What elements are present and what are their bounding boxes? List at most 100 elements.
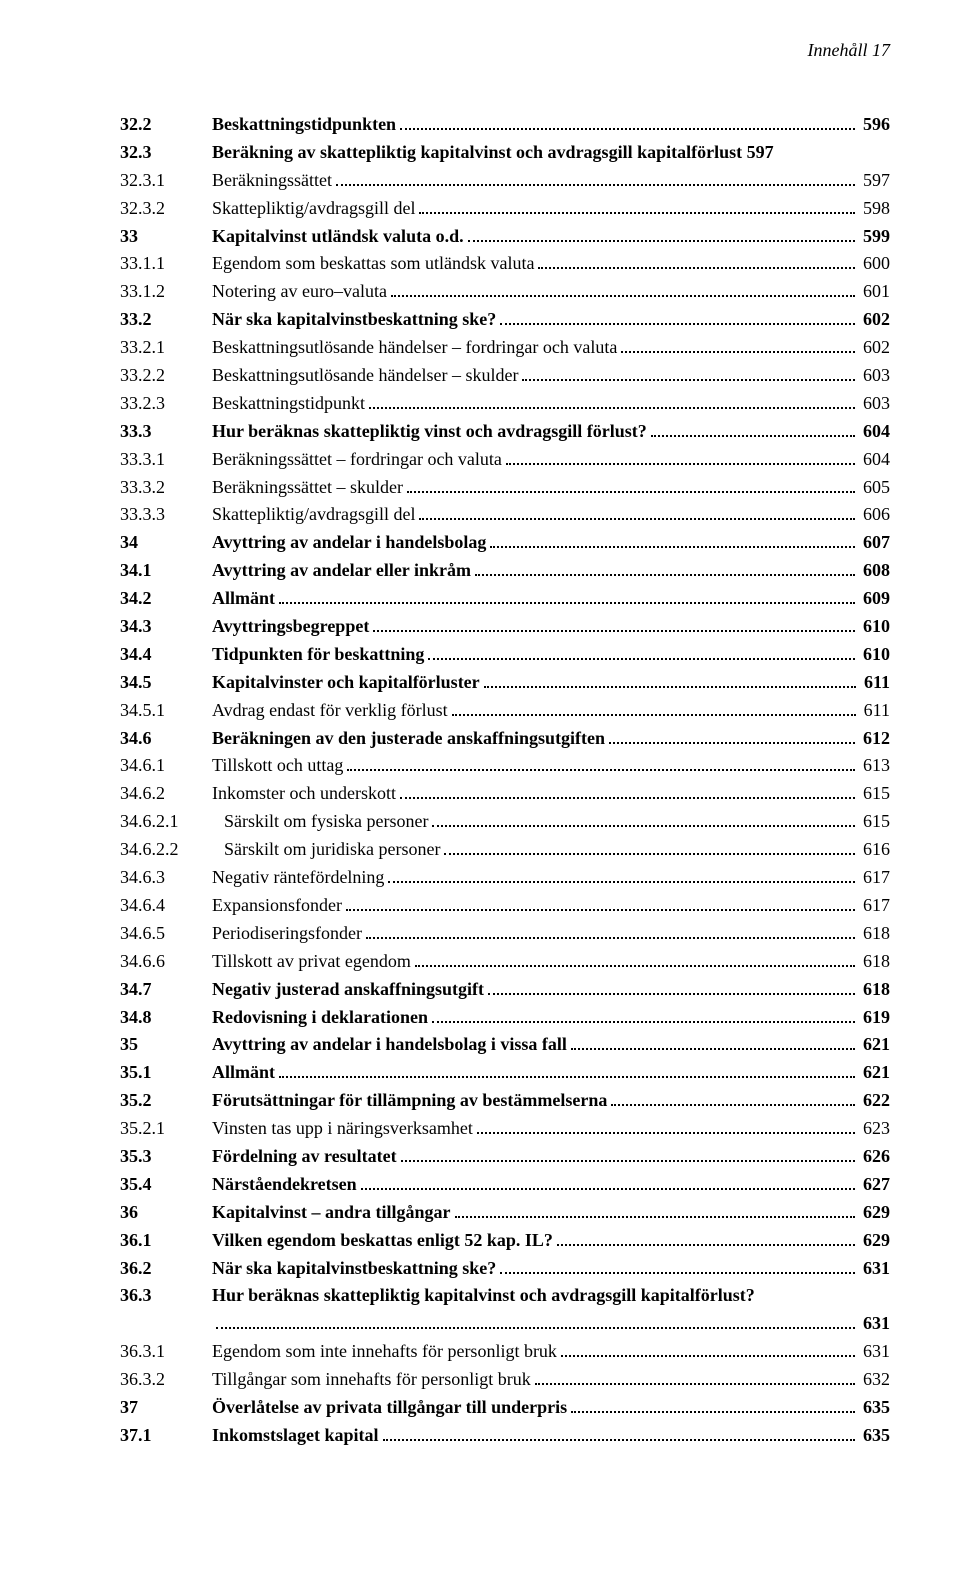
- toc-entry-title: Inkomster och underskott: [212, 780, 396, 808]
- toc-entry-page: 602: [859, 334, 890, 362]
- toc-entry-page: 613: [859, 752, 890, 780]
- toc-entry-title: Periodiseringsfonder: [212, 920, 362, 948]
- toc-entry-page: 601: [859, 278, 890, 306]
- toc-entry-number: 33: [120, 223, 212, 251]
- toc-entry: 33.2.1Beskattningsutlösande händelser – …: [120, 334, 890, 362]
- toc-entry: 32.2Beskattningstidpunkten596: [120, 111, 890, 139]
- toc-entry-page: 618: [859, 976, 890, 1004]
- toc-entry-number: 33.1.1: [120, 250, 212, 278]
- toc-entry-number: 34.6.2: [120, 780, 212, 808]
- toc-dots: [366, 937, 855, 939]
- toc-entry: 37.1Inkomstslaget kapital635: [120, 1422, 890, 1450]
- toc-entry-title: Skattepliktig/avdragsgill del: [212, 501, 415, 529]
- toc-entry-title: Egendom som beskattas som utländsk valut…: [212, 250, 534, 278]
- toc-entry-page: 623: [859, 1115, 890, 1143]
- toc-dots: [500, 323, 855, 325]
- toc-entry-page: 635: [859, 1422, 890, 1450]
- toc-entry-number: 33.3.3: [120, 501, 212, 529]
- toc-entry: 36.1Vilken egendom beskattas enligt 52 k…: [120, 1227, 890, 1255]
- toc-entry-page: 609: [859, 585, 890, 613]
- toc-entry-page: 615: [859, 808, 890, 836]
- toc-entry: 34.3Avyttringsbegreppet610: [120, 613, 890, 641]
- toc-dots: [535, 1383, 855, 1385]
- toc-entry-number: 35.1: [120, 1059, 212, 1087]
- toc-entry: 34.6.3Negativ räntefördelning617: [120, 864, 890, 892]
- toc-dots: [347, 769, 855, 771]
- toc-dots: [571, 1411, 855, 1413]
- page-container: Innehåll 17 32.2Beskattningstidpunkten59…: [0, 0, 960, 1490]
- toc-entry-page: 632: [859, 1366, 890, 1394]
- toc-entry-page: 604: [859, 418, 890, 446]
- toc-entry-page: 605: [859, 474, 890, 502]
- toc-entry-page: 617: [859, 864, 890, 892]
- toc-dots: [373, 630, 855, 632]
- toc-entry-title: Inkomstslaget kapital: [212, 1422, 379, 1450]
- toc-dots: [361, 1188, 855, 1190]
- toc-entry: 37Överlåtelse av privata tillgångar till…: [120, 1394, 890, 1422]
- toc-entry-title: Avdrag endast för verklig förlust: [212, 697, 448, 725]
- toc-entry-page: 607: [859, 529, 890, 557]
- toc-entry-number: 36.2: [120, 1255, 212, 1283]
- toc-entry: 36.3.1Egendom som inte innehafts för per…: [120, 1338, 890, 1366]
- toc-entry-number: 33.2: [120, 306, 212, 334]
- toc-entry-title: Vinsten tas upp i näringsverksamhet: [212, 1115, 473, 1143]
- toc-entry-page: 631: [859, 1338, 890, 1366]
- toc-entry-title: Hur beräknas skattepliktig kapitalvinst …: [212, 1282, 755, 1310]
- toc-dots: [401, 1160, 855, 1162]
- toc-entry-title: Avyttring av andelar i handelsbolag i vi…: [212, 1031, 567, 1059]
- toc-entry-title: Negativ justerad anskaffningsutgift: [212, 976, 484, 1004]
- toc-entry-number: 34.8: [120, 1004, 212, 1032]
- toc-entry-number: 34.6.3: [120, 864, 212, 892]
- toc-entry-number: 34.6.4: [120, 892, 212, 920]
- toc-entry-title: Beskattningstidpunkten: [212, 111, 396, 139]
- toc-entry-title: Kapitalvinst utländsk valuta o.d.: [212, 223, 464, 251]
- toc-entry-title: Särskilt om fysiska personer: [224, 808, 428, 836]
- toc-dots: [407, 491, 855, 493]
- toc-entry: 36Kapitalvinst – andra tillgångar629: [120, 1199, 890, 1227]
- toc-entry: 34Avyttring av andelar i handelsbolag607: [120, 529, 890, 557]
- toc-entry: 35.2Förutsättningar för tillämpning av b…: [120, 1087, 890, 1115]
- toc-entry-page: 631: [859, 1310, 890, 1338]
- toc-entry-page: 617: [859, 892, 890, 920]
- toc-entry-page: 629: [859, 1227, 890, 1255]
- toc-entry-number: 36.3.1: [120, 1338, 212, 1366]
- toc-entry-number: 32.3.2: [120, 195, 212, 223]
- toc-dots: [432, 825, 855, 827]
- toc-dots: [369, 407, 855, 409]
- toc-entry-number: 32.3: [120, 139, 212, 167]
- toc-entry-page: 599: [859, 223, 890, 251]
- toc-dots: [468, 240, 855, 242]
- toc-entry: 34.6.2.2Särskilt om juridiska personer61…: [120, 836, 890, 864]
- toc-entry: 34.2Allmänt609: [120, 585, 890, 613]
- toc-dots: [557, 1244, 855, 1246]
- toc-dots: [506, 463, 855, 465]
- toc-dots: [336, 184, 855, 186]
- toc-entry-number: 34.6.2.2: [120, 836, 224, 864]
- toc-entry: 34.6.4Expansionsfonder 617: [120, 892, 890, 920]
- toc-entry-number: 32.3.1: [120, 167, 212, 195]
- toc-entry-title: Kapitalvinst – andra tillgångar: [212, 1199, 451, 1227]
- toc-entry: 33.2När ska kapitalvinstbeskattning ske?…: [120, 306, 890, 334]
- toc-entry-title: Kapitalvinster och kapitalförluster: [212, 669, 480, 697]
- toc-entry: 33.3.2Beräkningssättet – skulder605: [120, 474, 890, 502]
- toc-entry-title: Expansionsfonder: [212, 892, 342, 920]
- toc-entry-page: 612: [859, 725, 890, 753]
- toc-entry-number: 34.2: [120, 585, 212, 613]
- toc-entry: 32.3.2Skattepliktig/avdragsgill del598: [120, 195, 890, 223]
- toc-entry-number: 33.2.2: [120, 362, 212, 390]
- toc-entry-page: 611: [860, 697, 890, 725]
- toc-entry: 35Avyttring av andelar i handelsbolag i …: [120, 1031, 890, 1059]
- toc-dots: [561, 1355, 855, 1357]
- toc-entry: 35.4Närståendekretsen627: [120, 1171, 890, 1199]
- toc-dots: [490, 546, 855, 548]
- toc-dots: [400, 128, 855, 130]
- toc-entry-number: 37: [120, 1394, 212, 1422]
- toc-entry-title: Beskattningsutlösande händelser – fordri…: [212, 334, 617, 362]
- toc-entry-page: 619: [859, 1004, 890, 1032]
- toc-dots: [444, 853, 855, 855]
- toc-entry: 35.3Fördelning av resultatet626: [120, 1143, 890, 1171]
- toc-entry: 34.6.6Tillskott av privat egendom618: [120, 948, 890, 976]
- toc-dots: [388, 881, 855, 883]
- toc-entry: 34.8Redovisning i deklarationen619: [120, 1004, 890, 1032]
- toc-entry-page: 603: [859, 362, 890, 390]
